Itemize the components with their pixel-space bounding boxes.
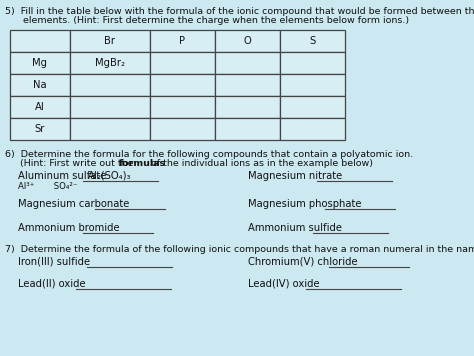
Text: 7)  Determine the formula of the following ionic compounds that have a roman num: 7) Determine the formula of the followin… <box>5 245 474 254</box>
Bar <box>215 52 280 74</box>
Text: Iron(III) sulfide: Iron(III) sulfide <box>18 257 90 267</box>
Bar <box>10 118 70 140</box>
Bar <box>215 118 280 140</box>
Bar <box>150 30 215 52</box>
Bar <box>70 118 150 140</box>
Text: P: P <box>180 36 185 46</box>
Text: 6)  Determine the formula for the following compounds that contain a polyatomic : 6) Determine the formula for the followi… <box>5 150 413 159</box>
Text: Magnesium phosphate: Magnesium phosphate <box>248 199 362 209</box>
Text: Lead(IV) oxide: Lead(IV) oxide <box>248 279 319 289</box>
Text: Sr: Sr <box>35 124 45 134</box>
Bar <box>280 30 345 52</box>
Bar <box>280 52 345 74</box>
Bar <box>10 52 70 74</box>
Text: elements. (Hint: First determine the charge when the elements below form ions.): elements. (Hint: First determine the cha… <box>5 16 409 25</box>
Text: O: O <box>244 36 251 46</box>
Text: Mg: Mg <box>33 58 47 68</box>
Text: formulas: formulas <box>118 159 166 168</box>
Text: Al³⁺       SO₄²⁻: Al³⁺ SO₄²⁻ <box>18 182 77 191</box>
Text: Aluminum sulfate: Aluminum sulfate <box>18 171 106 181</box>
Bar <box>10 96 70 118</box>
Text: Al: Al <box>35 102 45 112</box>
Text: (Hint: First write out the: (Hint: First write out the <box>5 159 137 168</box>
Bar <box>10 74 70 96</box>
Bar <box>10 30 70 52</box>
Bar <box>150 118 215 140</box>
Text: S: S <box>310 36 316 46</box>
Bar <box>150 52 215 74</box>
Bar <box>70 74 150 96</box>
Bar <box>70 30 150 52</box>
Bar <box>70 96 150 118</box>
Bar <box>215 74 280 96</box>
Bar <box>280 74 345 96</box>
Text: of the individual ions as in the example below): of the individual ions as in the example… <box>148 159 374 168</box>
Bar <box>215 30 280 52</box>
Text: Na: Na <box>33 80 47 90</box>
Text: MgBr₂: MgBr₂ <box>95 58 125 68</box>
Bar <box>150 74 215 96</box>
Bar <box>280 96 345 118</box>
Bar <box>70 52 150 74</box>
Bar <box>215 96 280 118</box>
Bar <box>280 118 345 140</box>
Text: Chromium(V) chloride: Chromium(V) chloride <box>248 257 357 267</box>
Text: Magnesium nitrate: Magnesium nitrate <box>248 171 342 181</box>
Bar <box>150 96 215 118</box>
Text: Ammonium bromide: Ammonium bromide <box>18 223 119 233</box>
Text: 5)  Fill in the table below with the formula of the ionic compound that would be: 5) Fill in the table below with the form… <box>5 7 474 16</box>
Text: Magnesium carbonate: Magnesium carbonate <box>18 199 129 209</box>
Text: Al₂(SO₄)₃: Al₂(SO₄)₃ <box>88 170 132 180</box>
Text: Ammonium sulfide: Ammonium sulfide <box>248 223 342 233</box>
Text: Lead(II) oxide: Lead(II) oxide <box>18 279 86 289</box>
Text: Br: Br <box>104 36 116 46</box>
